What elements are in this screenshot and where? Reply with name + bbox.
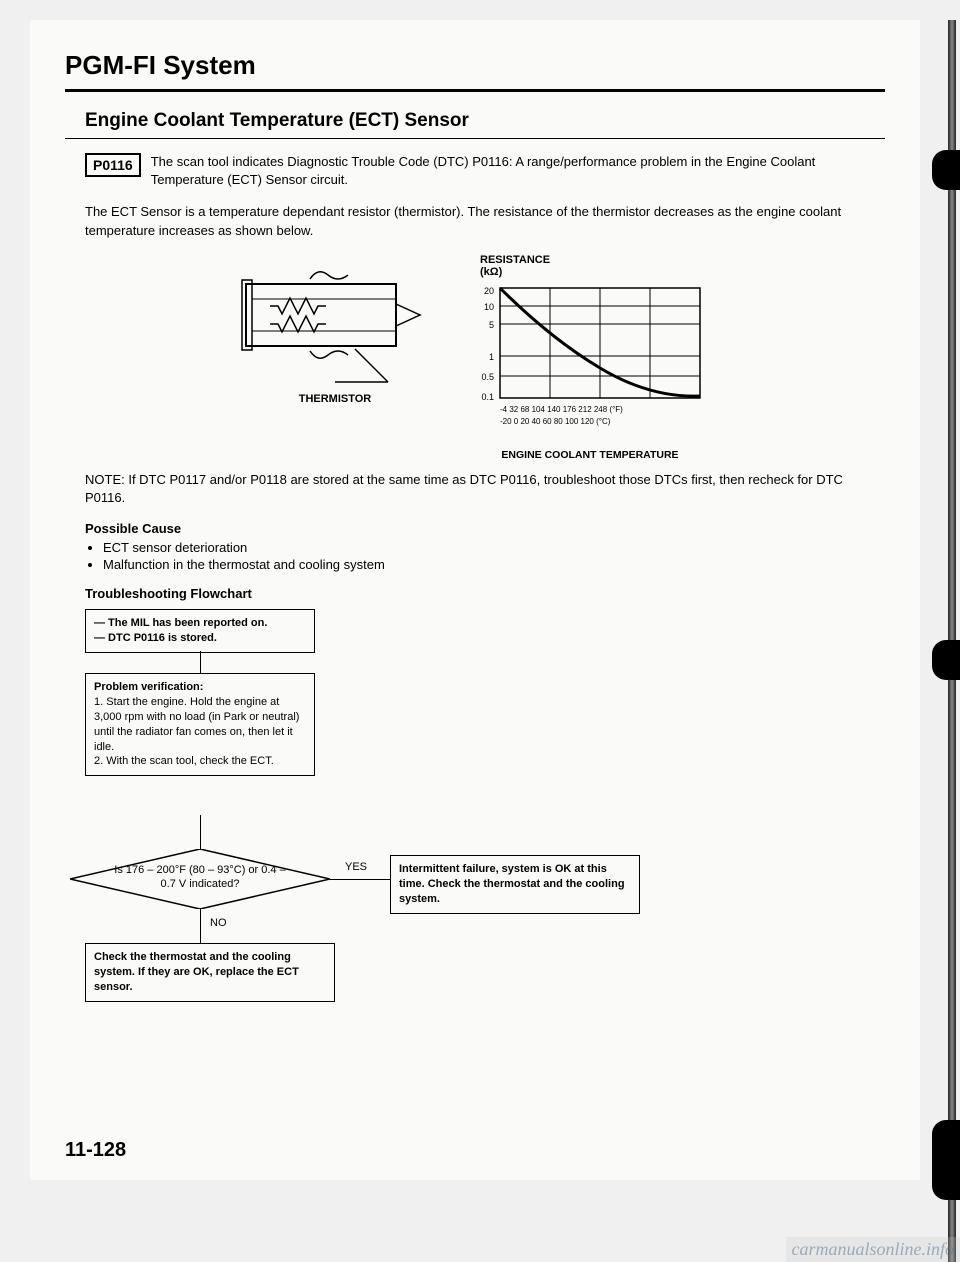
xtick-c: -20 0 20 40 60 80 100 120 (°C) [500, 417, 611, 426]
possible-cause-heading: Possible Cause [85, 521, 865, 536]
page-container: PGM-FI System Engine Coolant Temperature… [30, 20, 920, 1180]
cause-item-0: ECT sensor deterioration [103, 540, 865, 555]
fc-start-line1: — The MIL has been reported on. [94, 617, 267, 629]
fc-verification-box: Problem verification: 1. Start the engin… [85, 673, 315, 776]
flowchart: — The MIL has been reported on. — DTC P0… [85, 609, 865, 1049]
side-tab-top [932, 150, 960, 190]
fc-conn-2 [200, 815, 201, 849]
fc-intermittent-text: Intermittent failure, system is OK at th… [399, 863, 625, 905]
chart-y-label: RESISTANCE (kΩ) [480, 254, 710, 278]
fc-conn-1 [200, 651, 201, 673]
watermark: carmanualsonline.info [786, 1237, 960, 1262]
fc-yes-label: YES [345, 861, 367, 873]
fc-conn-yes [330, 879, 390, 880]
fc-start-box: — The MIL has been reported on. — DTC P0… [85, 609, 315, 653]
side-tab-bot [932, 1120, 960, 1200]
system-title: PGM-FI System [65, 50, 885, 81]
sensor-figure: THERMISTOR [240, 254, 430, 405]
fc-check-box: Check the thermostat and the cooling sys… [85, 943, 335, 1002]
fc-verif-item2: 2. With the scan tool, check the ECT. [94, 755, 274, 767]
dtc-code-box: P0116 [85, 153, 141, 177]
possible-cause-list: ECT sensor deterioration Malfunction in … [103, 540, 865, 572]
side-tab-mid [932, 640, 960, 680]
dtc-row: P0116 The scan tool indicates Diagnostic… [85, 153, 865, 189]
fc-conn-3 [200, 909, 201, 943]
ytick-2: 5 [489, 320, 494, 330]
figure-row: THERMISTOR RESISTANCE (kΩ) 20 10 5 [85, 254, 865, 461]
fc-no-label: NO [210, 917, 227, 929]
fc-start-line2: — DTC P0116 is stored. [94, 632, 217, 644]
chart-x-label: ENGINE COOLANT TEMPERATURE [470, 449, 710, 461]
divider-thick [65, 89, 885, 92]
body-paragraph: The ECT Sensor is a temperature dependan… [85, 203, 865, 239]
thermistor-icon [240, 254, 430, 384]
resistance-curve-icon: 20 10 5 1 0.5 0.1 -4 32 68 104 140 176 2… [470, 280, 710, 440]
resistance-chart: RESISTANCE (kΩ) 20 10 5 1 0.5 [470, 254, 710, 461]
fc-verif-title: Problem verification: [94, 681, 203, 693]
section-title: Engine Coolant Temperature (ECT) Sensor [85, 110, 885, 132]
flowchart-heading: Troubleshooting Flowchart [85, 586, 865, 601]
dtc-description: The scan tool indicates Diagnostic Troub… [151, 153, 865, 189]
fc-verif-item1: 1. Start the engine. Hold the engine at … [94, 696, 299, 753]
xtick-f: -4 32 68 104 140 176 212 248 (°F) [500, 405, 623, 414]
divider-thin [65, 138, 885, 139]
note-text: NOTE: If DTC P0117 and/or P0118 are stor… [85, 471, 865, 507]
page-number: 11-128 [65, 1139, 126, 1162]
fc-decision-text: Is 176 – 200°F (80 – 93°C) or 0.4 – 0.7 … [110, 863, 290, 892]
fc-check-text: Check the thermostat and the cooling sys… [94, 951, 299, 993]
ytick-5: 0.1 [481, 392, 494, 402]
ytick-3: 1 [489, 352, 494, 362]
cause-item-1: Malfunction in the thermostat and coolin… [103, 557, 865, 572]
ytick-0: 20 [484, 286, 494, 296]
fc-decision: Is 176 – 200°F (80 – 93°C) or 0.4 – 0.7 … [70, 849, 330, 909]
fc-intermittent-box: Intermittent failure, system is OK at th… [390, 855, 640, 914]
ytick-4: 0.5 [481, 372, 494, 382]
ytick-1: 10 [484, 302, 494, 312]
thermistor-label: THERMISTOR [240, 393, 430, 405]
chart-y-label-text: RESISTANCE (kΩ) [480, 254, 550, 278]
